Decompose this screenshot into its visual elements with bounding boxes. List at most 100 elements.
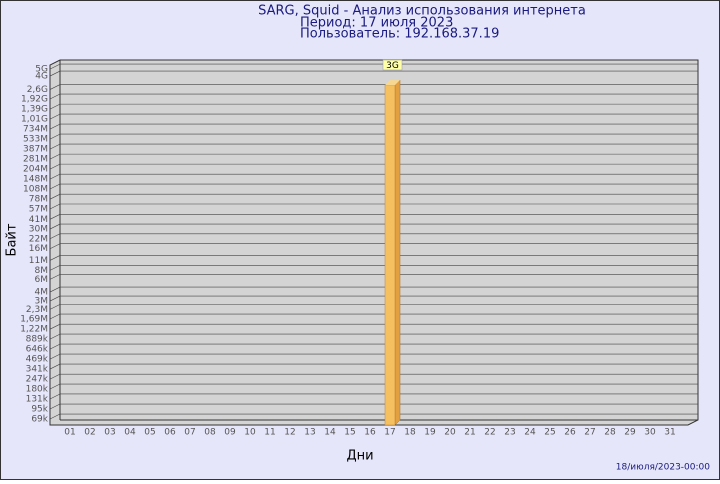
y-tick-label: 646k: [26, 345, 49, 355]
y-tick-label: 180k: [26, 385, 49, 395]
x-tick-label: 01: [64, 428, 75, 438]
x-tick-label: 13: [304, 428, 315, 438]
y-tick-label: 204M: [23, 165, 48, 175]
tick-mark: [49, 333, 61, 340]
tick-mark: [49, 274, 61, 280]
y-tick-label: 5G: [35, 65, 48, 75]
tick-mark: [49, 214, 61, 220]
tick-mark: [49, 265, 61, 271]
tick-mark: [49, 323, 61, 330]
tick-mark: [49, 93, 61, 100]
x-tick-label: 03: [104, 428, 115, 438]
value-label-box: [382, 59, 403, 71]
y-tick-label: 734M: [23, 125, 48, 135]
x-tick-label: 11: [264, 428, 275, 438]
x-tick-label: 29: [624, 428, 636, 438]
x-tick-label: 17: [384, 428, 395, 438]
tick-mark: [49, 143, 61, 150]
y-tick-label: 41M: [29, 215, 48, 225]
tick-mark: [49, 123, 61, 130]
y-tick-label: 2,3M: [26, 305, 48, 315]
x-tick-label: 21: [464, 428, 475, 438]
x-tick-label: 07: [184, 428, 195, 438]
tick-mark: [49, 363, 61, 370]
x-tick-label: 06: [164, 428, 176, 438]
y-tick-label: 30M: [29, 225, 48, 235]
x-tick-label: 16: [364, 428, 376, 438]
x-tick-label: 23: [504, 428, 515, 438]
tick-mark: [49, 203, 61, 210]
y-tick-label: 108M: [23, 185, 48, 195]
x-tick-label: 19: [424, 428, 436, 438]
y-tick-label: 1,22M: [20, 325, 48, 335]
tick-mark: [49, 153, 61, 160]
y-tick-label: 281M: [23, 155, 48, 165]
x-tick-label: 10: [244, 428, 256, 438]
y-tick-label: 2,6G: [27, 85, 48, 95]
x-axis-label: Дни: [346, 449, 373, 464]
x-tick-label: 22: [484, 428, 495, 438]
x-tick-label: 12: [284, 428, 295, 438]
tick-mark: [49, 223, 61, 230]
y-tick-label: 341k: [26, 365, 49, 375]
x-tick-label: 04: [124, 428, 136, 438]
tick-mark: [49, 403, 61, 410]
x-tick-label: 28: [604, 428, 616, 438]
tick-mark: [49, 373, 61, 380]
user: Пользователь: 192.168.37.19: [300, 27, 499, 42]
y-tick-label: 8M: [35, 266, 49, 276]
tick-mark: [49, 103, 61, 110]
plot-area: [49, 59, 699, 426]
x-tick-label: 15: [344, 428, 355, 438]
y-tick-label: 131k: [26, 394, 49, 404]
tick-mark: [49, 193, 61, 200]
y-tick-label: 247k: [26, 375, 49, 385]
x-tick-label: 02: [84, 428, 95, 438]
x-tick-label: 08: [204, 428, 216, 438]
x-tick-label: 26: [564, 428, 576, 438]
y-tick-label: 148M: [23, 175, 48, 185]
tick-mark: [49, 63, 61, 70]
y-tick-label: 11M: [29, 256, 48, 266]
y-tick-label: 6M: [35, 275, 49, 285]
tick-mark: [49, 383, 61, 390]
tick-mark: [49, 163, 61, 170]
tick-mark: [49, 84, 61, 90]
y-tick-label: 1,01G: [21, 115, 48, 125]
x-tick-label: 18: [404, 428, 416, 438]
y-tick-label: 78M: [29, 195, 48, 205]
subtitle: Период: 17 июля 2023: [300, 16, 453, 31]
tick-mark: [49, 233, 61, 240]
y-tick-label: 4M: [35, 288, 49, 298]
y-tick-label: 95k: [31, 405, 48, 415]
y-tick-label: 533M: [23, 135, 48, 145]
tick-mark: [49, 173, 61, 180]
tick-mark: [49, 113, 61, 120]
bar-top: [385, 80, 400, 86]
tick-mark: [49, 286, 61, 293]
x-tick-label: 27: [584, 428, 595, 438]
x-tick-label: 14: [324, 428, 336, 438]
y-tick-label: 22M: [29, 234, 48, 244]
tick-mark: [49, 133, 61, 140]
tick-mark: [49, 243, 61, 249]
tick-mark: [49, 353, 61, 360]
y-tick-label: 3M: [35, 297, 49, 307]
tick-mark: [49, 304, 61, 310]
tick-mark: [49, 393, 61, 400]
x-tick-label: 30: [644, 428, 656, 438]
bar-side: [394, 79, 401, 426]
y-tick-label: 1,92G: [21, 95, 48, 105]
tick-mark: [49, 295, 61, 302]
x-tick-label: 31: [664, 428, 675, 438]
footer: 18/июля/2023-00:00: [616, 463, 710, 473]
tick-mark: [49, 255, 61, 261]
x-tick-label: 09: [224, 428, 236, 438]
tick-mark: [49, 343, 61, 350]
y-tick-label: 387M: [23, 145, 48, 155]
y-tick-label: 1,39G: [21, 105, 48, 115]
bar: [384, 84, 396, 426]
value-label: 3G: [386, 61, 399, 71]
tick-mark: [49, 183, 61, 190]
